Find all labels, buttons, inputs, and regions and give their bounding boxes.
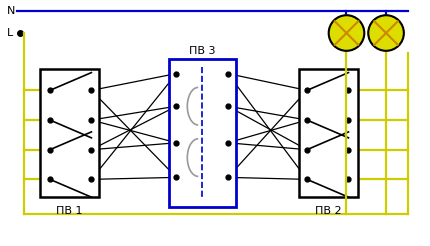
Text: ПВ 1: ПВ 1 — [56, 206, 83, 216]
Text: ПВ 3: ПВ 3 — [189, 46, 215, 56]
Bar — [299, 69, 358, 197]
Circle shape — [329, 15, 364, 51]
Bar — [169, 59, 236, 207]
Text: N: N — [7, 6, 16, 16]
Circle shape — [368, 15, 404, 51]
Bar — [40, 69, 99, 197]
Text: L: L — [7, 28, 14, 38]
Text: ПВ 2: ПВ 2 — [315, 206, 342, 216]
